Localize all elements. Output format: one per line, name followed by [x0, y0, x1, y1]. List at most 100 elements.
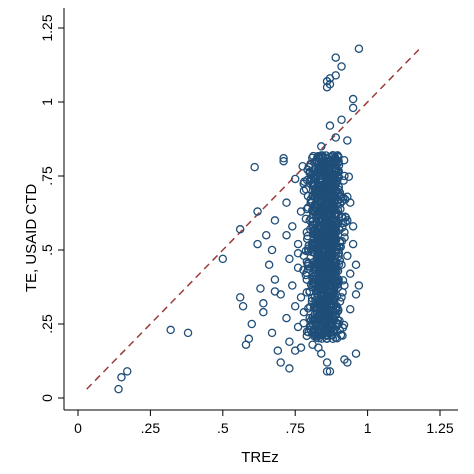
- data-point: [329, 296, 338, 305]
- data-point: [285, 337, 294, 347]
- data-point: [333, 205, 343, 215]
- data-point: [317, 280, 326, 290]
- data-point: [244, 334, 254, 344]
- data-point: [114, 384, 123, 394]
- data-point: [348, 103, 358, 113]
- data-point: [338, 276, 348, 285]
- data-point: [321, 303, 331, 312]
- y-tick-label: .75: [39, 166, 55, 186]
- x-tick-label: 1.25: [426, 420, 453, 436]
- data-point: [323, 328, 333, 338]
- data-point: [338, 288, 347, 297]
- data-point: [327, 270, 337, 280]
- data-point: [336, 242, 345, 252]
- data-point: [321, 200, 331, 210]
- data-point: [317, 231, 326, 241]
- data-point: [351, 349, 361, 358]
- data-point: [312, 184, 322, 194]
- data-point: [293, 249, 303, 258]
- data-point: [259, 299, 268, 308]
- data-point: [302, 175, 312, 185]
- data-point: [247, 319, 257, 329]
- data-point: [329, 327, 338, 336]
- data-point: [314, 331, 323, 341]
- data-point: [325, 367, 335, 376]
- data-point: [256, 284, 265, 293]
- data-point: [332, 241, 341, 250]
- data-point: [327, 294, 336, 304]
- data-point: [341, 213, 351, 222]
- data-point: [305, 167, 314, 177]
- data-point: [285, 364, 294, 373]
- data-point: [323, 277, 332, 286]
- data-point: [166, 325, 175, 335]
- data-point: [307, 238, 317, 248]
- data-point: [327, 164, 337, 174]
- x-tick-label: .25: [141, 420, 161, 436]
- data-point: [310, 170, 320, 179]
- data-point: [322, 358, 332, 367]
- data-point: [317, 167, 326, 176]
- data-point: [285, 254, 294, 264]
- data-point: [337, 115, 346, 125]
- data-point: [329, 262, 338, 272]
- data-point: [319, 270, 328, 280]
- data-point: [314, 343, 323, 352]
- data-point: [279, 153, 288, 163]
- data-point: [333, 320, 343, 329]
- data-point: [270, 275, 280, 284]
- data-point: [331, 133, 340, 142]
- data-point: [328, 331, 337, 340]
- reference-line: [86, 48, 421, 390]
- data-point: [317, 142, 326, 151]
- data-point: [333, 315, 343, 325]
- data-point: [303, 244, 313, 253]
- data-point: [351, 290, 361, 299]
- data-point: [309, 325, 319, 335]
- data-point: [235, 293, 245, 302]
- data-point: [282, 313, 291, 323]
- data-point: [253, 207, 262, 216]
- data-point: [331, 71, 340, 80]
- data-point: [315, 314, 324, 323]
- y-tick-label: 1.25: [39, 14, 55, 41]
- data-point: [321, 293, 330, 303]
- data-point: [354, 44, 364, 53]
- data-point: [267, 328, 277, 338]
- y-tick-label: .5: [39, 244, 55, 256]
- y-tick-label: .25: [39, 314, 55, 334]
- axes-layer: 0 .25 .5 .75 1 1.25 0 .25 .5 .75 1 1.25: [39, 8, 458, 436]
- data-point: [325, 79, 335, 89]
- data-point: [309, 278, 319, 287]
- x-tick-label: .75: [285, 420, 305, 436]
- data-point: [330, 224, 339, 233]
- data-point: [290, 301, 300, 311]
- y-tick-label: 0: [39, 394, 55, 402]
- data-point: [305, 287, 314, 297]
- data-point: [301, 214, 311, 224]
- data-point: [183, 328, 193, 338]
- data-point: [315, 301, 325, 311]
- data-point: [235, 225, 245, 234]
- data-point: [264, 260, 274, 270]
- data-point: [328, 175, 337, 184]
- data-point: [328, 313, 338, 322]
- data-point: [307, 198, 316, 208]
- data-point: [307, 296, 317, 306]
- data-point: [343, 251, 352, 261]
- data-point: [339, 176, 348, 185]
- data-point: [253, 239, 262, 249]
- data-point: [312, 263, 322, 273]
- data-point: [329, 269, 338, 278]
- data-point: [335, 191, 344, 200]
- data-point: [322, 165, 331, 175]
- data-point: [270, 287, 280, 296]
- data-point: [345, 304, 355, 314]
- data-point: [331, 53, 340, 62]
- data-point: [238, 301, 248, 311]
- data-point: [310, 157, 319, 167]
- data-point: [320, 186, 330, 195]
- data-point: [331, 229, 340, 238]
- data-point: [340, 227, 349, 237]
- data-point: [290, 174, 300, 184]
